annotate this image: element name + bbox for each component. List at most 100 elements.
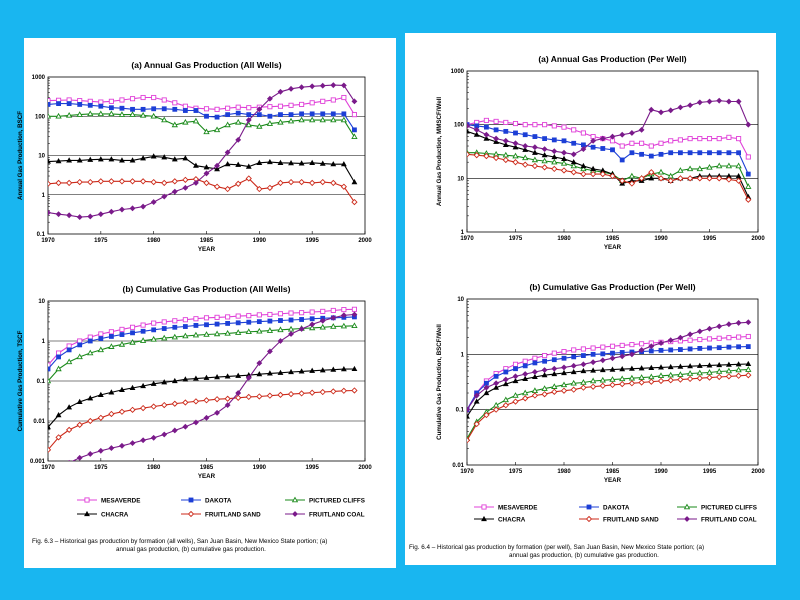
data-point-mesaverde — [108, 329, 114, 335]
data-point-pictured-cliffs — [351, 133, 358, 140]
data-point-dakota — [66, 347, 72, 353]
data-point-fruitland-sand — [512, 398, 519, 405]
y-tick-label: 0.01 — [33, 419, 45, 425]
data-point-chacra — [531, 149, 538, 155]
caption-line: annual gas production, (b) cumulative ga… — [509, 551, 659, 559]
data-point-dakota — [48, 366, 51, 372]
data-point-dakota — [288, 317, 294, 323]
data-point-chacra — [735, 361, 742, 367]
data-point-fruitland-coal — [551, 148, 558, 155]
data-point-dakota — [193, 323, 199, 328]
data-point-chacra — [725, 361, 732, 367]
data-point-fruitland-sand — [599, 170, 606, 178]
data-point-dakota — [341, 111, 347, 117]
data-point-pictured-cliffs — [108, 110, 115, 117]
data-point-pictured-cliffs — [522, 389, 529, 396]
data-point-fruitland-coal — [561, 149, 567, 156]
data-point-mesaverde — [571, 127, 577, 133]
data-point-chacra — [140, 382, 147, 389]
data-point-fruitland-coal — [161, 193, 168, 200]
data-point-fruitland-coal — [193, 180, 199, 186]
data-point-chacra — [351, 365, 358, 372]
legend-marker — [481, 515, 487, 522]
data-point-fruitland-coal — [97, 211, 104, 218]
data-point-fruitland-sand — [619, 177, 626, 184]
data-point-dakota — [256, 112, 262, 118]
data-point-mesaverde — [341, 307, 347, 313]
series-line-chacra — [48, 155, 355, 183]
legend-marker — [292, 511, 298, 517]
data-point-fruitland-sand — [570, 169, 577, 176]
data-point-dakota — [214, 321, 220, 327]
data-point-chacra — [277, 369, 284, 375]
data-point-fruitland-coal — [745, 319, 752, 326]
data-point-fruitland-coal — [182, 423, 189, 430]
data-point-chacra — [580, 367, 587, 374]
data-point-dakota — [745, 344, 751, 349]
legend-item-chacra: CHACRA — [474, 515, 526, 523]
data-point-chacra — [235, 161, 242, 167]
data-point-fruitland-coal — [214, 162, 220, 169]
data-point-mesaverde — [151, 320, 157, 326]
data-point-dakota — [648, 348, 654, 354]
data-point-fruitland-coal — [725, 98, 732, 105]
data-point-fruitland-coal — [677, 334, 684, 341]
data-point-dakota — [299, 317, 304, 322]
data-point-fruitland-sand — [65, 179, 73, 187]
data-point-dakota — [278, 112, 283, 118]
legend: MESAVERDE DAKOTA PICTURED CLIFFS CHACRA FRUI… — [474, 503, 757, 523]
data-point-fruitland-sand — [203, 397, 210, 404]
data-point-chacra — [203, 374, 210, 380]
data-point-pictured-cliffs — [319, 323, 326, 330]
data-point-fruitland-coal — [716, 97, 723, 104]
data-point-fruitland-coal — [66, 212, 73, 219]
legend-label: PICTURED CLIFFS — [309, 497, 365, 504]
chart-title: (a) Annual Gas Production (Per Well) — [538, 54, 686, 64]
data-point-fruitland-coal — [493, 380, 500, 387]
data-point-pictured-cliffs — [182, 118, 189, 125]
series-line-pictured-cliffs — [48, 113, 355, 138]
data-point-chacra — [502, 380, 509, 387]
data-point-chacra — [48, 424, 51, 430]
data-point-fruitland-sand — [580, 384, 587, 391]
data-point-chacra — [309, 367, 316, 373]
data-point-chacra — [531, 373, 538, 380]
data-point-dakota — [532, 134, 538, 139]
y-axis-label: Annual Gas Production, BSCF — [17, 111, 24, 200]
y-tick-label: 100 — [454, 123, 465, 129]
data-point-mesaverde — [119, 326, 125, 332]
data-point-pictured-cliffs — [522, 154, 529, 161]
data-point-chacra — [193, 162, 199, 168]
data-point-dakota — [246, 112, 252, 118]
data-point-fruitland-coal — [590, 137, 597, 144]
data-point-chacra — [561, 155, 567, 162]
data-point-chacra — [108, 156, 115, 162]
data-point-fruitland-sand — [298, 390, 305, 397]
data-point-dakota — [119, 332, 125, 337]
data-point-chacra — [214, 165, 220, 172]
data-point-pictured-cliffs — [725, 162, 733, 169]
data-point-fruitland-sand — [638, 175, 645, 182]
data-point-fruitland-coal — [687, 331, 694, 338]
data-point-fruitland-sand — [541, 391, 548, 398]
legend-marker — [84, 510, 90, 517]
x-tick-label: 1990 — [253, 465, 267, 471]
data-point-dakota — [130, 330, 135, 336]
data-point-pictured-cliffs — [580, 379, 587, 385]
data-point-chacra — [619, 366, 626, 372]
data-point-dakota — [716, 150, 722, 156]
x-tick-label: 1995 — [703, 469, 717, 475]
data-point-chacra — [182, 376, 189, 382]
data-point-fruitland-sand — [213, 396, 221, 403]
y-tick-label: 10 — [38, 299, 45, 305]
data-point-chacra — [97, 156, 104, 162]
data-point-fruitland-sand — [266, 392, 274, 399]
data-point-pictured-cliffs — [319, 116, 326, 123]
data-point-fruitland-sand — [203, 179, 210, 187]
series-group — [48, 306, 358, 461]
data-point-dakota — [522, 363, 528, 369]
data-point-mesaverde — [745, 333, 751, 340]
data-point-pictured-cliffs — [686, 165, 694, 172]
data-point-mesaverde — [246, 313, 252, 319]
data-point-pictured-cliffs — [706, 163, 713, 170]
